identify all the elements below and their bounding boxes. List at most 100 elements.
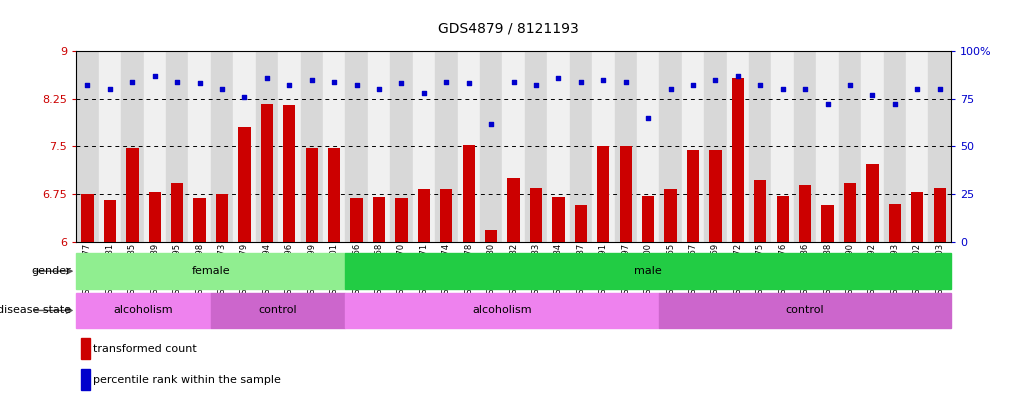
Bar	[822, 205, 834, 242]
Bar	[777, 196, 789, 242]
Text: control: control	[258, 305, 297, 316]
Bar	[76, 51, 99, 242]
Bar	[104, 200, 116, 242]
Bar	[346, 51, 368, 242]
Bar	[368, 51, 391, 242]
Point	[617, 79, 634, 85]
Bar	[659, 293, 951, 328]
Point	[730, 73, 746, 79]
Point	[349, 82, 365, 88]
Bar	[435, 51, 458, 242]
Bar	[575, 206, 587, 242]
Bar	[637, 51, 659, 242]
Point	[416, 90, 432, 96]
Point	[214, 86, 230, 92]
Bar	[396, 198, 408, 242]
Text: transformed count: transformed count	[94, 344, 197, 354]
Bar	[211, 293, 346, 328]
Bar	[216, 194, 228, 242]
Text: alcoholism: alcoholism	[114, 305, 173, 316]
Bar	[126, 148, 138, 242]
Bar	[772, 51, 794, 242]
Bar	[642, 196, 654, 242]
Point	[169, 79, 185, 85]
Point	[932, 86, 948, 92]
Point	[394, 80, 410, 86]
Bar	[166, 51, 188, 242]
Bar	[507, 178, 520, 242]
Point	[707, 77, 723, 83]
Point	[775, 86, 791, 92]
Bar	[525, 51, 547, 242]
Bar	[502, 51, 525, 242]
Bar	[76, 293, 211, 328]
Bar	[794, 51, 817, 242]
Bar	[283, 105, 296, 242]
Point	[640, 115, 656, 121]
Bar	[233, 51, 255, 242]
Text: control: control	[786, 305, 825, 316]
Bar	[709, 150, 722, 242]
Point	[438, 79, 455, 85]
Bar	[889, 204, 901, 242]
Bar	[597, 146, 609, 242]
Point	[528, 82, 544, 88]
Point	[797, 86, 814, 92]
Point	[842, 82, 858, 88]
Bar	[121, 51, 143, 242]
Point	[79, 82, 96, 88]
Bar	[929, 51, 951, 242]
Bar	[704, 51, 726, 242]
Bar	[323, 51, 346, 242]
Point	[461, 80, 477, 86]
Bar	[619, 146, 632, 242]
Point	[864, 92, 881, 98]
Bar	[278, 51, 301, 242]
Bar	[260, 104, 274, 242]
Point	[102, 86, 118, 92]
Point	[573, 79, 589, 85]
Point	[909, 86, 925, 92]
Bar	[485, 230, 497, 242]
Bar	[193, 198, 205, 242]
Point	[483, 120, 499, 127]
Point	[146, 73, 163, 79]
Bar	[755, 180, 767, 242]
Bar	[726, 51, 750, 242]
Bar	[346, 293, 659, 328]
Bar	[328, 148, 341, 242]
Bar	[211, 51, 233, 242]
Bar	[839, 51, 861, 242]
Point	[684, 82, 701, 88]
Bar	[418, 189, 430, 242]
Bar	[911, 192, 923, 242]
Bar	[440, 189, 453, 242]
Bar	[570, 51, 592, 242]
Bar	[238, 127, 250, 242]
Point	[304, 77, 320, 83]
Bar	[861, 51, 884, 242]
Bar	[81, 194, 94, 242]
Point	[753, 82, 769, 88]
Bar	[188, 51, 211, 242]
Point	[326, 79, 343, 85]
Point	[887, 101, 903, 108]
Bar	[592, 51, 614, 242]
Bar	[463, 145, 475, 242]
Text: GDS4879 / 8121193: GDS4879 / 8121193	[438, 21, 579, 35]
Point	[281, 82, 297, 88]
Bar	[552, 197, 564, 242]
Point	[505, 79, 522, 85]
Bar	[817, 51, 839, 242]
Bar	[301, 51, 323, 242]
Bar	[884, 51, 906, 242]
Point	[124, 79, 140, 85]
Text: male: male	[635, 266, 662, 276]
Bar	[731, 78, 744, 242]
Bar	[750, 51, 772, 242]
Bar	[80, 369, 89, 390]
Bar	[148, 192, 161, 242]
Bar	[480, 51, 502, 242]
Bar	[413, 51, 435, 242]
Bar	[681, 51, 704, 242]
